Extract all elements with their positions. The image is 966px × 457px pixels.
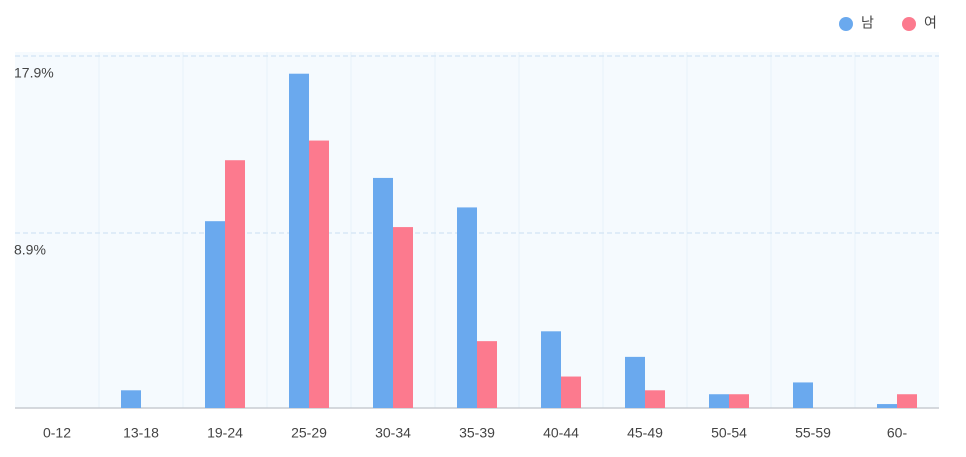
legend-marker (839, 17, 853, 31)
x-tick-label: 0-12 (43, 425, 71, 441)
bar (373, 177, 393, 408)
bar (877, 404, 897, 408)
bar (729, 394, 749, 408)
y-tick-label: 8.9% (14, 242, 46, 258)
x-tick-label: 13-18 (123, 425, 159, 441)
legend-marker (902, 17, 916, 31)
bar (393, 227, 413, 408)
x-tick-label: 60- (887, 425, 908, 441)
y-tick-label: 17.9% (14, 65, 54, 81)
bar (793, 382, 813, 408)
bar (541, 331, 561, 408)
x-tick-label: 35-39 (459, 425, 495, 441)
x-tick-label: 25-29 (291, 425, 327, 441)
x-tick-label: 45-49 (627, 425, 663, 441)
x-tick-label: 19-24 (207, 425, 243, 441)
bar (309, 140, 329, 408)
bar (477, 341, 497, 408)
bar (897, 394, 917, 408)
bar (625, 356, 645, 408)
x-tick-label: 40-44 (543, 425, 579, 441)
bar (645, 390, 665, 408)
x-tick-label: 30-34 (375, 425, 411, 441)
x-tick-label: 55-59 (795, 425, 831, 441)
bar (121, 390, 141, 408)
bar (289, 73, 309, 408)
bar (205, 221, 225, 408)
x-tick-label: 50-54 (711, 425, 747, 441)
bar (457, 207, 477, 408)
bar (225, 160, 245, 408)
legend-label: 여 (924, 15, 937, 31)
bar (561, 376, 581, 408)
legend-label: 남 (861, 15, 874, 31)
bar (709, 394, 729, 408)
